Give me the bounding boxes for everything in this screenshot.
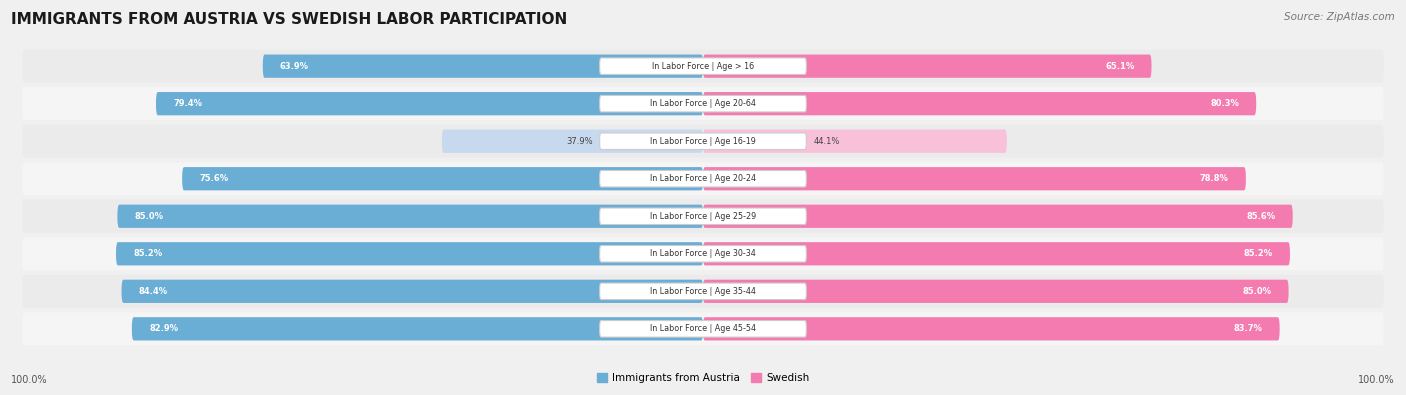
FancyBboxPatch shape <box>703 130 1007 153</box>
FancyBboxPatch shape <box>22 125 1384 158</box>
FancyBboxPatch shape <box>703 242 1289 265</box>
Text: 82.9%: 82.9% <box>149 324 179 333</box>
Text: Source: ZipAtlas.com: Source: ZipAtlas.com <box>1284 12 1395 22</box>
FancyBboxPatch shape <box>703 55 1152 78</box>
FancyBboxPatch shape <box>22 200 1384 233</box>
Text: In Labor Force | Age 20-24: In Labor Force | Age 20-24 <box>650 174 756 183</box>
FancyBboxPatch shape <box>599 208 807 224</box>
FancyBboxPatch shape <box>156 92 703 115</box>
FancyBboxPatch shape <box>703 280 1289 303</box>
FancyBboxPatch shape <box>118 205 703 228</box>
Text: 78.8%: 78.8% <box>1199 174 1229 183</box>
Text: 63.9%: 63.9% <box>280 62 309 71</box>
FancyBboxPatch shape <box>22 237 1384 270</box>
FancyBboxPatch shape <box>599 283 807 299</box>
FancyBboxPatch shape <box>703 167 1246 190</box>
Text: 80.3%: 80.3% <box>1211 99 1239 108</box>
FancyBboxPatch shape <box>599 321 807 337</box>
FancyBboxPatch shape <box>703 317 1279 340</box>
Text: 83.7%: 83.7% <box>1233 324 1263 333</box>
Text: In Labor Force | Age 45-54: In Labor Force | Age 45-54 <box>650 324 756 333</box>
FancyBboxPatch shape <box>599 246 807 262</box>
Text: 100.0%: 100.0% <box>11 375 48 385</box>
Text: 79.4%: 79.4% <box>173 99 202 108</box>
Text: In Labor Force | Age 35-44: In Labor Force | Age 35-44 <box>650 287 756 296</box>
Text: 75.6%: 75.6% <box>200 174 229 183</box>
FancyBboxPatch shape <box>599 96 807 112</box>
Text: 85.2%: 85.2% <box>134 249 162 258</box>
Text: In Labor Force | Age 25-29: In Labor Force | Age 25-29 <box>650 212 756 221</box>
Text: 85.2%: 85.2% <box>1244 249 1272 258</box>
Text: 84.4%: 84.4% <box>139 287 167 296</box>
FancyBboxPatch shape <box>703 92 1256 115</box>
Legend: Immigrants from Austria, Swedish: Immigrants from Austria, Swedish <box>592 369 814 387</box>
FancyBboxPatch shape <box>183 167 703 190</box>
Text: In Labor Force | Age 30-34: In Labor Force | Age 30-34 <box>650 249 756 258</box>
FancyBboxPatch shape <box>22 162 1384 195</box>
FancyBboxPatch shape <box>22 50 1384 83</box>
Text: 37.9%: 37.9% <box>567 137 593 146</box>
Text: 85.0%: 85.0% <box>1243 287 1271 296</box>
FancyBboxPatch shape <box>22 275 1384 308</box>
Text: 44.1%: 44.1% <box>813 137 839 146</box>
FancyBboxPatch shape <box>599 133 807 149</box>
Text: 85.6%: 85.6% <box>1246 212 1275 221</box>
Text: In Labor Force | Age > 16: In Labor Force | Age > 16 <box>652 62 754 71</box>
FancyBboxPatch shape <box>22 87 1384 120</box>
FancyBboxPatch shape <box>599 171 807 187</box>
FancyBboxPatch shape <box>441 130 703 153</box>
FancyBboxPatch shape <box>22 312 1384 345</box>
FancyBboxPatch shape <box>263 55 703 78</box>
FancyBboxPatch shape <box>132 317 703 340</box>
Text: 100.0%: 100.0% <box>1358 375 1395 385</box>
FancyBboxPatch shape <box>703 205 1292 228</box>
FancyBboxPatch shape <box>599 58 807 74</box>
FancyBboxPatch shape <box>117 242 703 265</box>
FancyBboxPatch shape <box>121 280 703 303</box>
Text: 85.0%: 85.0% <box>135 212 163 221</box>
Text: IMMIGRANTS FROM AUSTRIA VS SWEDISH LABOR PARTICIPATION: IMMIGRANTS FROM AUSTRIA VS SWEDISH LABOR… <box>11 12 568 27</box>
Text: In Labor Force | Age 16-19: In Labor Force | Age 16-19 <box>650 137 756 146</box>
Text: 65.1%: 65.1% <box>1105 62 1135 71</box>
Text: In Labor Force | Age 20-64: In Labor Force | Age 20-64 <box>650 99 756 108</box>
